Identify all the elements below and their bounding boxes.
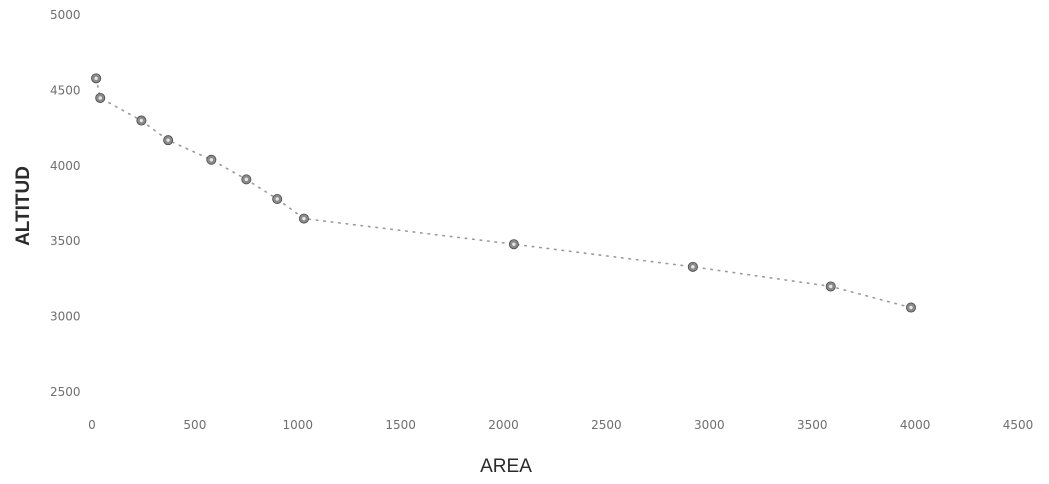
y-tick-label: 3000: [50, 310, 81, 324]
data-point: [136, 115, 147, 126]
y-tick-label: 2500: [50, 385, 81, 399]
y-axis-label: ALTITUD: [13, 166, 34, 246]
trendline-layer: [95, 77, 912, 309]
data-point: [272, 193, 283, 204]
data-point: [905, 302, 916, 313]
x-tick-label: 4500: [1003, 418, 1034, 432]
y-tick-label: 4000: [50, 159, 81, 173]
y-axis-ticks: 2500 3000 3500 4000 4500 5000: [50, 8, 81, 399]
x-axis-ticks: 0 500 1000 1500 2000 2500 3000 3500 4000 4500: [88, 418, 1033, 432]
x-tick-label: 1500: [385, 418, 416, 432]
x-tick-label: 0: [88, 418, 96, 432]
x-tick-label: 4000: [900, 418, 931, 432]
data-point: [241, 174, 252, 185]
trendline: [95, 77, 912, 309]
x-tick-label: 3000: [694, 418, 725, 432]
x-tick-label: 3500: [797, 418, 828, 432]
y-tick-label: 4500: [50, 83, 81, 97]
data-point: [508, 239, 519, 250]
data-point: [95, 92, 106, 103]
data-point: [163, 135, 174, 146]
data-point: [687, 261, 698, 272]
data-point: [825, 281, 836, 292]
x-tick-label: 1000: [283, 418, 314, 432]
x-tick-label: 2000: [488, 418, 519, 432]
x-tick-label: 2500: [591, 418, 622, 432]
data-point: [91, 73, 102, 84]
y-tick-label: 3500: [50, 234, 81, 248]
data-point: [298, 213, 309, 224]
data-point: [206, 154, 217, 165]
y-tick-label: 5000: [50, 8, 81, 22]
x-tick-label: 500: [183, 418, 206, 432]
data-points-layer: [91, 73, 916, 313]
x-axis-label: AREA: [480, 456, 532, 477]
